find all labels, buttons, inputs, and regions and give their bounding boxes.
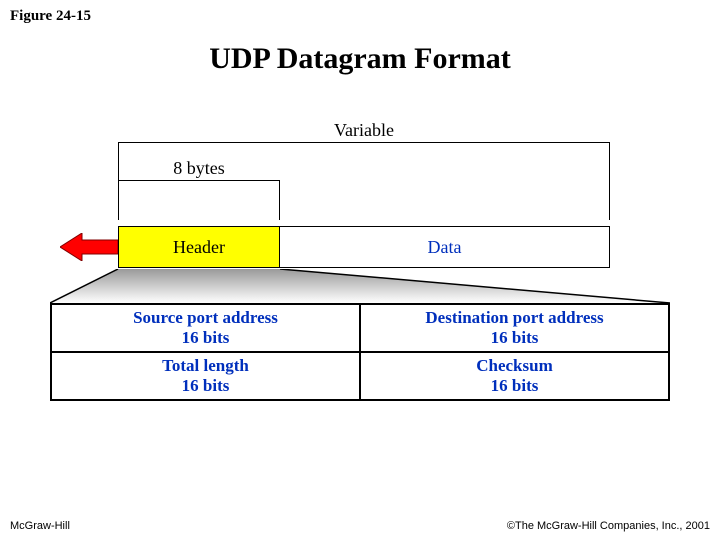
page-title: UDP Datagram Format <box>0 42 720 76</box>
field-size: 16 bits <box>491 376 539 396</box>
cell-dest-port: Destination port address 16 bits <box>360 304 669 352</box>
data-segment: Data <box>280 226 610 268</box>
header-segment-label: Header <box>173 237 225 258</box>
header-fields-table: Source port address 16 bits Destination … <box>50 303 670 401</box>
field-name: Checksum <box>476 356 553 376</box>
figure-label: Figure 24-15 <box>10 8 91 25</box>
cell-source-port: Source port address 16 bits <box>51 304 360 352</box>
callout-arrow-icon <box>60 233 118 261</box>
bracket-8bytes <box>118 180 280 220</box>
header-segment: Header <box>118 226 280 268</box>
field-name: Source port address <box>133 308 278 328</box>
bracket-variable-label: Variable <box>334 120 394 141</box>
field-name: Total length <box>162 356 249 376</box>
field-size: 16 bits <box>182 376 230 396</box>
data-segment-label: Data <box>428 237 462 258</box>
footer-publisher: McGraw-Hill <box>10 520 70 532</box>
datagram-row: Header Data <box>118 226 610 268</box>
cell-total-length: Total length 16 bits <box>51 352 360 400</box>
expansion-wedge <box>50 269 670 303</box>
table-row: Source port address 16 bits Destination … <box>51 304 669 352</box>
field-size: 16 bits <box>491 328 539 348</box>
table-row: Total length 16 bits Checksum 16 bits <box>51 352 669 400</box>
diagram-container: Variable 8 bytes Header Data <box>50 120 670 410</box>
cell-checksum: Checksum 16 bits <box>360 352 669 400</box>
bracket-8bytes-label: 8 bytes <box>173 158 225 179</box>
field-size: 16 bits <box>182 328 230 348</box>
field-name: Destination port address <box>425 308 603 328</box>
footer-copyright: ©The McGraw-Hill Companies, Inc., 2001 <box>507 520 710 532</box>
